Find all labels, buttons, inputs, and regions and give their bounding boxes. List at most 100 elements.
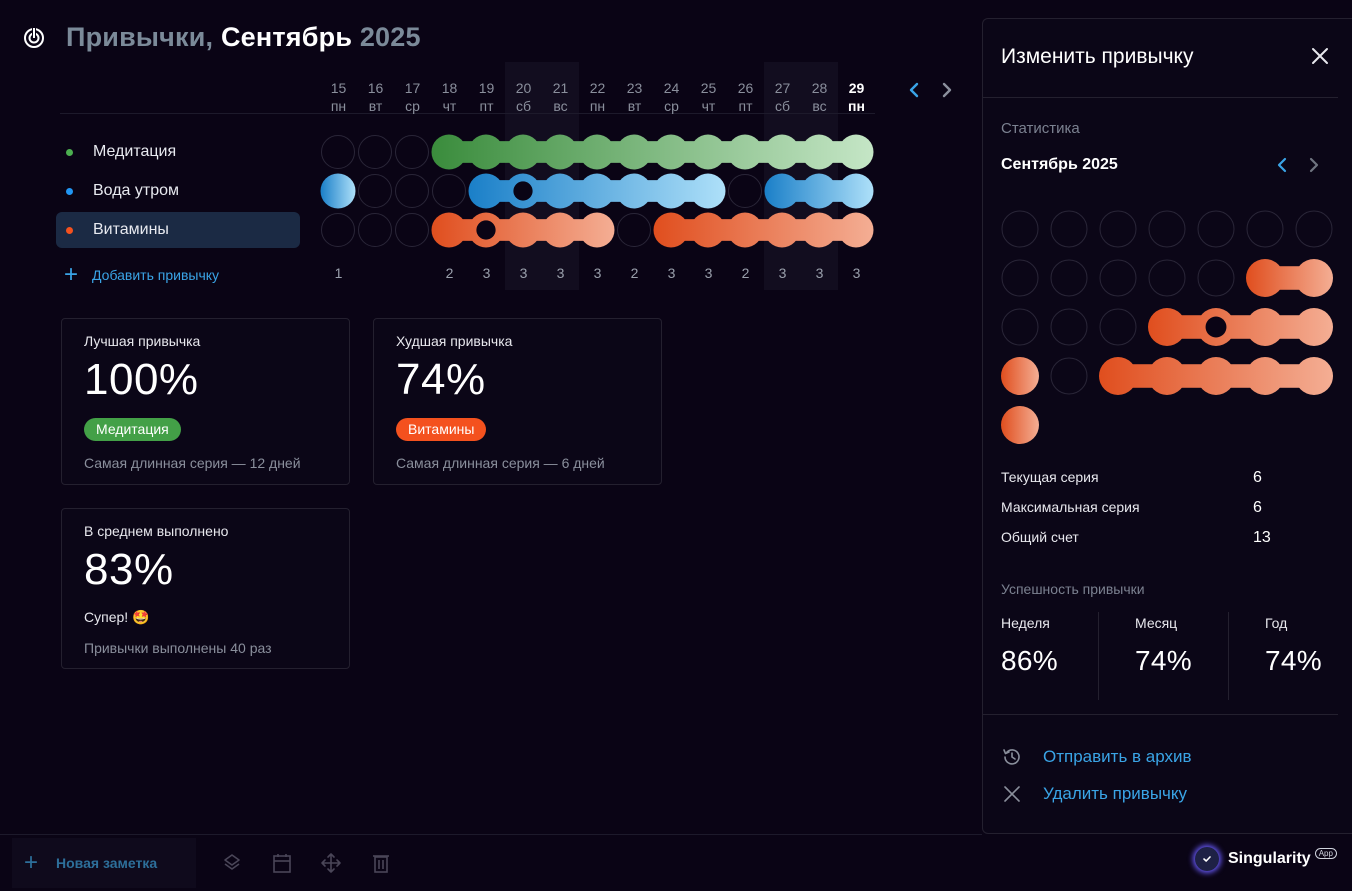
success-label: Неделя [1001, 615, 1050, 631]
month-row-streak[interactable] [1001, 406, 1039, 444]
prev-week-button[interactable] [907, 80, 921, 104]
daily-count: 2 [630, 265, 639, 281]
card-value: 74% [396, 355, 486, 404]
empty-day-cell[interactable] [1001, 259, 1039, 297]
current-streak-label: Текущая серия [1001, 469, 1099, 485]
day-of-week: пн [848, 98, 865, 114]
habit-name: Витамины [93, 221, 169, 238]
empty-day-cell[interactable] [1295, 210, 1333, 248]
average-card: В среднем выполнено 83% Супер! 🤩 Привычк… [61, 508, 350, 669]
success-section-label: Успешность привычки [1001, 581, 1145, 597]
day-of-week: ср [405, 98, 420, 114]
new-note-button[interactable]: + Новая заметка [12, 838, 196, 888]
daily-count: 1 [334, 265, 343, 281]
empty-day-cell[interactable] [1099, 308, 1137, 346]
empty-day-cell[interactable] [321, 213, 355, 247]
next-month-button[interactable] [1307, 155, 1321, 180]
empty-day-cell[interactable] [728, 174, 762, 208]
empty-day-cell[interactable] [395, 174, 429, 208]
habit-item-vitamins[interactable]: Витамины [56, 212, 300, 248]
empty-day-cell[interactable] [358, 213, 392, 247]
archive-habit-button[interactable]: Отправить в архив [1001, 746, 1192, 768]
plus-icon: + [64, 261, 79, 288]
title-year: 2025 [359, 22, 421, 52]
success-value: 74% [1135, 645, 1192, 676]
habit-item-water[interactable]: Вода утром [56, 173, 300, 209]
card-sub: Супер! 🤩 [84, 609, 150, 625]
daily-count: 3 [593, 265, 602, 281]
empty-day-cell[interactable] [1197, 210, 1235, 248]
page-title: Привычки, Сентябрь 2025 [66, 22, 421, 53]
day-of-week: вт [627, 98, 642, 114]
delete-habit-button[interactable]: Удалить привычку [1001, 783, 1187, 805]
empty-day-cell[interactable] [1148, 210, 1186, 248]
empty-day-cell[interactable] [1050, 210, 1088, 248]
daily-count: 3 [704, 265, 713, 281]
habits-app-icon [24, 27, 44, 48]
empty-day-cell[interactable] [617, 213, 651, 247]
day-number: 26 [737, 80, 754, 96]
header-divider [60, 113, 875, 114]
empty-day-cell[interactable] [1099, 210, 1137, 248]
month-row-streak[interactable] [1001, 357, 1039, 395]
layers-icon[interactable] [221, 852, 243, 874]
day-header: 25 чт [690, 79, 727, 115]
column-divider [1098, 612, 1099, 700]
total-score-label: Общий счет [1001, 529, 1079, 545]
habit-item-meditation[interactable]: Медитация [56, 134, 300, 170]
empty-day-cell[interactable] [1099, 259, 1137, 297]
empty-day-cell[interactable] [395, 135, 429, 169]
prev-month-button[interactable] [1275, 155, 1289, 180]
plus-icon: + [24, 849, 39, 876]
today-marker [476, 220, 496, 240]
day-number: 17 [404, 80, 421, 96]
day-number: 24 [663, 80, 680, 96]
empty-day-cell[interactable] [321, 135, 355, 169]
daily-count: 3 [556, 265, 565, 281]
calendar-icon[interactable] [271, 852, 293, 874]
habit-name: Вода утром [93, 182, 180, 199]
chevron-right-icon [942, 82, 952, 98]
empty-day-cell[interactable] [1050, 357, 1088, 395]
empty-day-cell[interactable] [1001, 308, 1039, 346]
empty-day-cell[interactable] [358, 135, 392, 169]
card-label: В среднем выполнено [84, 523, 229, 539]
card-value: 83% [84, 545, 174, 594]
close-icon[interactable] [1309, 45, 1331, 67]
empty-day-cell[interactable] [1148, 259, 1186, 297]
empty-day-cell[interactable] [395, 213, 429, 247]
day-number: 25 [700, 80, 717, 96]
day-number: 27 [774, 80, 791, 96]
empty-day-cell[interactable] [1050, 259, 1088, 297]
empty-day-cell[interactable] [1050, 308, 1088, 346]
month-row-streak[interactable] [1148, 308, 1333, 346]
day-header: 27 сб [764, 79, 801, 115]
day-number: 22 [589, 80, 606, 96]
trash-icon[interactable] [370, 852, 392, 874]
delete-label: Удалить привычку [1043, 784, 1188, 803]
day-of-week: пн [330, 98, 347, 114]
empty-day-cell[interactable] [1001, 210, 1039, 248]
title-section: Привычки, [66, 22, 214, 52]
empty-day-cell[interactable] [358, 174, 392, 208]
bottom-toolbar [0, 835, 1352, 891]
success-month: Месяц 74% [1135, 615, 1255, 677]
add-habit-button[interactable]: + Добавить привычку [64, 263, 219, 287]
daily-count: 3 [778, 265, 787, 281]
panel-title: Изменить привычку [1001, 45, 1194, 68]
day-header: 15 пн [320, 79, 357, 115]
habit-color-dot [66, 187, 73, 195]
month-row-streak[interactable] [1246, 259, 1333, 297]
habit-water-streak[interactable] [320, 173, 356, 209]
empty-day-cell[interactable] [432, 174, 466, 208]
day-header: 28 вс [801, 79, 838, 115]
day-number: 28 [811, 80, 828, 96]
current-streak-value: 6 [1253, 469, 1262, 486]
move-icon[interactable] [320, 852, 342, 874]
empty-day-cell[interactable] [1246, 210, 1284, 248]
brand-tag: App [1314, 847, 1337, 859]
day-header: 24 ср [653, 79, 690, 115]
next-week-button[interactable] [940, 80, 954, 104]
month-row-streak[interactable] [1099, 357, 1333, 395]
empty-day-cell[interactable] [1197, 259, 1235, 297]
